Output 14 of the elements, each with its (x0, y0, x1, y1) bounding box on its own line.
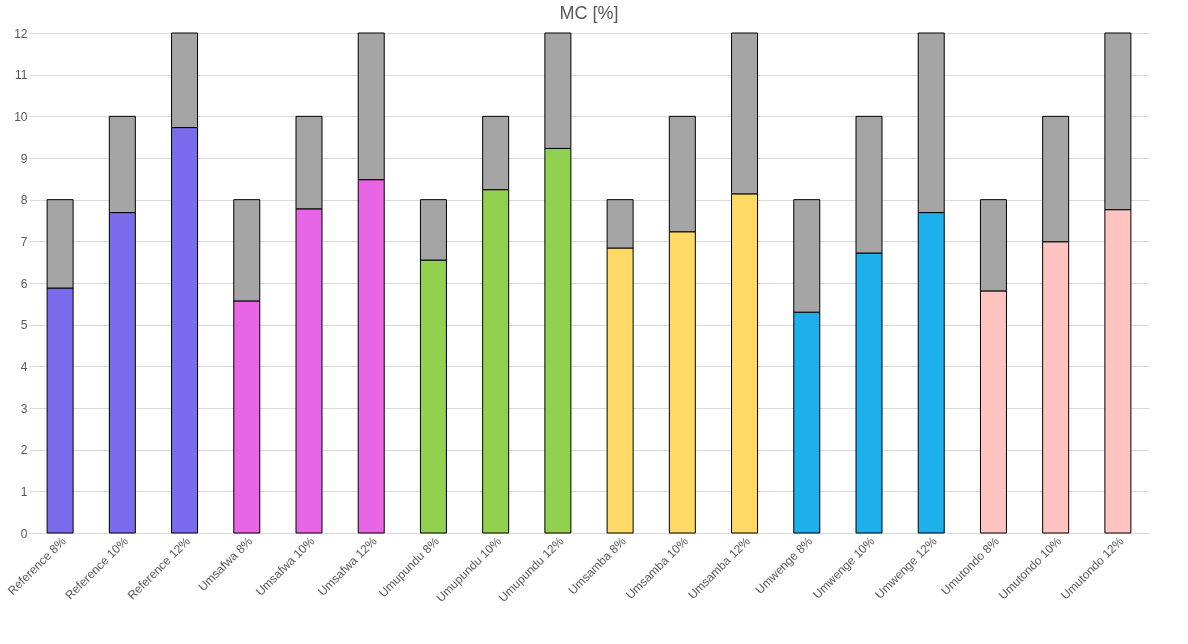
y-tick-label: 4 (20, 359, 28, 374)
y-tick-label: 2 (20, 443, 28, 458)
y-tick-label: 5 (20, 318, 28, 333)
y-tick-label: 1 (20, 484, 28, 499)
y-tick-label: 7 (20, 234, 28, 249)
y-tick-label: 3 (20, 401, 28, 416)
y-tick-label: 11 (15, 68, 28, 83)
y-tick-label: 10 (14, 109, 28, 124)
y-tick-label: 0 (20, 526, 28, 541)
y-tick-label: 6 (20, 276, 28, 291)
y-tick-label: 9 (20, 151, 28, 166)
y-tick-label: 8 (20, 193, 28, 208)
y-tick-label: 12 (14, 26, 28, 41)
chart-title: MC [%] (559, 3, 619, 23)
